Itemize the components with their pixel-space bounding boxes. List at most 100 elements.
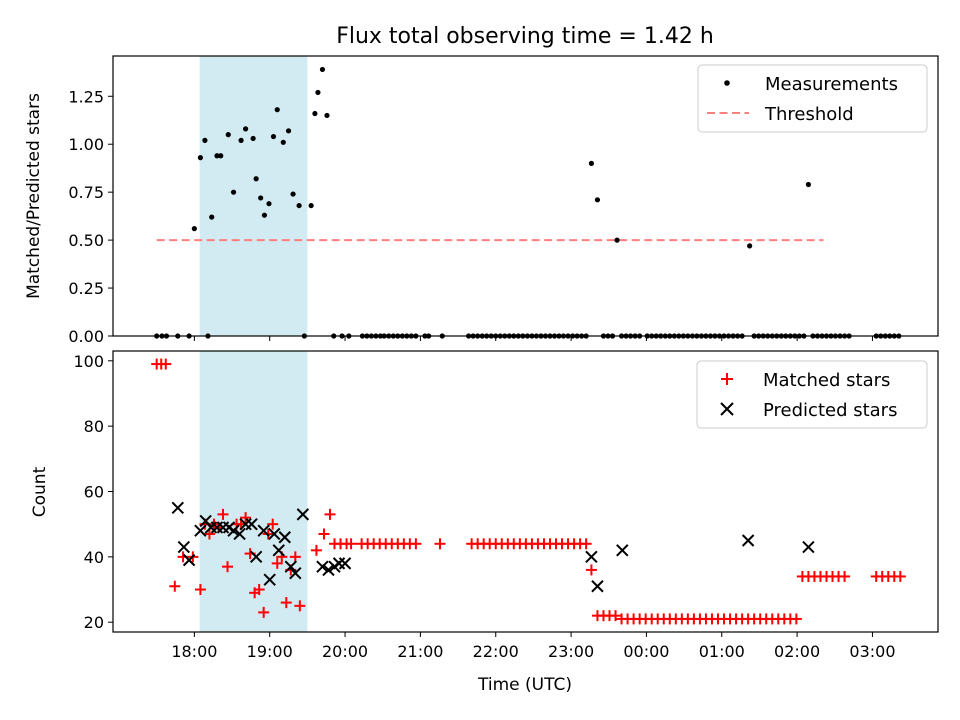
predicted-star-marker (585, 550, 598, 564)
matched-star-marker (169, 580, 181, 592)
measurement-point (319, 66, 326, 73)
measurement-point (253, 176, 259, 182)
legend-predicted-label: Predicted stars (763, 400, 897, 421)
predicted-star-marker (171, 501, 185, 515)
matched-star-marker (294, 600, 306, 612)
predicted-star-marker (194, 524, 207, 537)
predicted-star-marker (591, 580, 604, 593)
measurement-point (225, 132, 231, 138)
counts-y-ticks: 20 40 60 80 100 (73, 352, 113, 632)
counts-x-ticks: 18:00 19:00 20:00 21:00 22:00 23:00 00:00 01:00… (171, 632, 896, 661)
matched-star-marker (280, 597, 292, 609)
predicted-star-marker (233, 527, 246, 541)
matched-star-marker (580, 538, 592, 550)
measurement-point (258, 195, 264, 201)
x-tick-label: 00:00 (623, 642, 669, 661)
x-tick-label: 21:00 (397, 642, 443, 661)
x-tick-label: 20:00 (322, 642, 368, 661)
counts-y-label: Count (30, 466, 50, 517)
predicted-star-marker (177, 540, 191, 554)
legend-predicted-marker (720, 402, 734, 416)
figure-title: Flux total observing time = 1.42 h (336, 24, 714, 49)
measurement-point (238, 137, 244, 143)
x-tick-label: 18:00 (171, 642, 217, 661)
ratio-y-tick-label: 0.00 (68, 327, 104, 346)
matched-star-marker (267, 518, 279, 530)
matched-star-marker (258, 606, 270, 618)
measurement-point (197, 155, 203, 161)
x-tick-label: 22:00 (473, 642, 519, 661)
matched-star-marker (345, 538, 357, 550)
matched-star-marker (324, 508, 336, 520)
measurement-point (230, 189, 237, 195)
measurement-point (274, 107, 280, 113)
predicted-star-marker (802, 540, 815, 554)
ratio-y-tick-label: 0.50 (68, 231, 104, 250)
counts-y-tick-label: 20 (84, 613, 104, 632)
predicted-star-markers (171, 501, 815, 593)
ratio-legend-box (697, 64, 928, 133)
measurement-point (218, 153, 224, 159)
predicted-star-marker (741, 534, 755, 547)
matched-star-marker (894, 570, 906, 582)
x-axis-label: Time (UTC) (477, 675, 572, 695)
measurement-point (594, 197, 601, 203)
matched-star-marker (434, 538, 446, 550)
measurement-point (250, 135, 256, 142)
predicted-star-marker (316, 560, 329, 573)
matched-star-marker (240, 512, 252, 524)
ratio-panel: 0.00 0.25 0.50 0.75 1.00 1.25 Matched/Predict… (24, 55, 939, 346)
legend-measurements-label: Measurements (765, 74, 898, 95)
predicted-star-marker (284, 560, 298, 573)
predicted-star-marker (245, 517, 258, 531)
matched-star-marker (222, 561, 234, 573)
ratio-axes-frame (112, 55, 939, 337)
measurement-point (315, 89, 321, 96)
counts-y-tick-label: 60 (84, 483, 104, 502)
legend-matched-label: Matched stars (763, 370, 890, 391)
counts-legend: Matched stars Predicted stars (696, 360, 928, 429)
measurement-point (324, 112, 330, 119)
ratio-y-tick-label: 1.25 (68, 87, 104, 106)
measurement-point (308, 202, 314, 209)
legend-measurement-marker (724, 80, 730, 86)
predicted-star-marker (278, 531, 291, 544)
measurement-point (202, 137, 208, 143)
predicted-star-marker (616, 544, 629, 557)
matched-star-marker (790, 613, 802, 625)
counts-y-tick-label: 40 (84, 548, 104, 567)
ratio-y-label: Matched/Predicted stars (24, 93, 44, 299)
ratio-shaded-region (199, 56, 308, 336)
measurement-point (214, 153, 220, 159)
x-tick-label: 03:00 (849, 642, 895, 661)
counts-y-tick-label: 100 (73, 352, 104, 371)
measurement-point (285, 128, 292, 134)
x-tick-label: 02:00 (774, 642, 820, 661)
x-tick-label: 23:00 (548, 642, 594, 661)
predicted-star-marker (289, 566, 302, 580)
predicted-star-marker (263, 573, 276, 586)
measurement-point (312, 110, 318, 117)
x-tick-label: 19:00 (247, 642, 293, 661)
predicted-star-marker (338, 557, 352, 570)
measurement-point (261, 212, 268, 218)
matched-star-marker (160, 358, 172, 370)
ratio-y-tick-label: 0.75 (68, 183, 104, 202)
matched-star-marker (253, 584, 265, 596)
matched-star-marker (217, 508, 229, 520)
measurement-point (614, 237, 620, 243)
matched-star-marker (194, 584, 206, 596)
matched-star-marker (310, 544, 322, 556)
measurement-point (296, 202, 302, 209)
counts-y-tick-label: 80 (84, 417, 104, 436)
counts-axes-frame (112, 350, 939, 633)
measurement-point (747, 243, 753, 249)
matched-star-marker (585, 564, 597, 576)
ratio-y-ticks: 0.00 0.25 0.50 0.75 1.00 1.25 (68, 87, 113, 346)
matched-star-marker (839, 570, 851, 582)
counts-shaded-region (199, 351, 308, 632)
matched-star-marker (318, 528, 330, 540)
predicted-star-marker (182, 553, 196, 567)
matched-star-markers (151, 358, 906, 625)
